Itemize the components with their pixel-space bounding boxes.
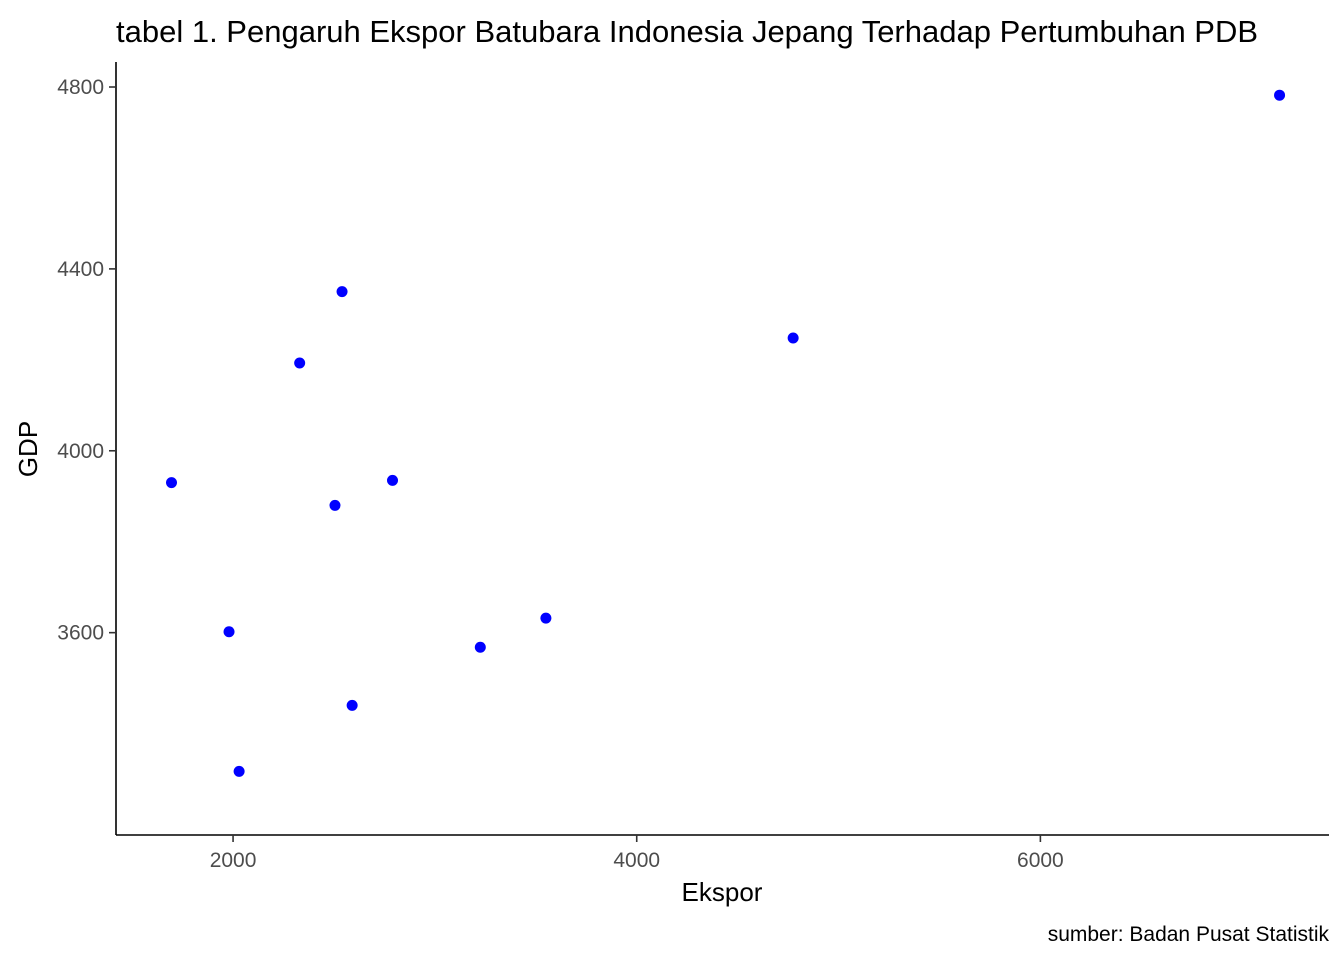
x-tick-label: 6000 [1017, 849, 1064, 872]
data-point [787, 332, 799, 344]
data-point [540, 612, 552, 624]
chart-caption: sumber: Badan Pusat Statistik [1048, 923, 1330, 946]
y-tick-label: 4000 [57, 440, 104, 463]
data-point [294, 357, 306, 369]
data-points [166, 89, 1286, 777]
data-point [474, 641, 486, 653]
data-point [166, 477, 178, 489]
y-tick-label: 3600 [57, 622, 104, 645]
y-tick-label: 4800 [57, 76, 104, 99]
data-point [329, 499, 341, 511]
x-axis-ticks: 2000 4000 6000 [210, 835, 1064, 872]
x-tick-label: 2000 [210, 849, 257, 872]
y-tick-label: 4400 [57, 258, 104, 281]
y-axis-title: GDP [13, 421, 43, 477]
data-point [1274, 89, 1286, 101]
x-axis-title: Ekspor [682, 877, 763, 907]
data-point [336, 286, 348, 298]
x-tick-label: 4000 [613, 849, 660, 872]
data-point [346, 699, 358, 711]
data-point [233, 765, 245, 777]
data-point [387, 474, 399, 486]
data-point [223, 626, 235, 638]
chart-title: tabel 1. Pengaruh Ekspor Batubara Indone… [116, 14, 1258, 49]
y-axis-ticks: 3600 4000 4400 4800 [57, 76, 116, 645]
